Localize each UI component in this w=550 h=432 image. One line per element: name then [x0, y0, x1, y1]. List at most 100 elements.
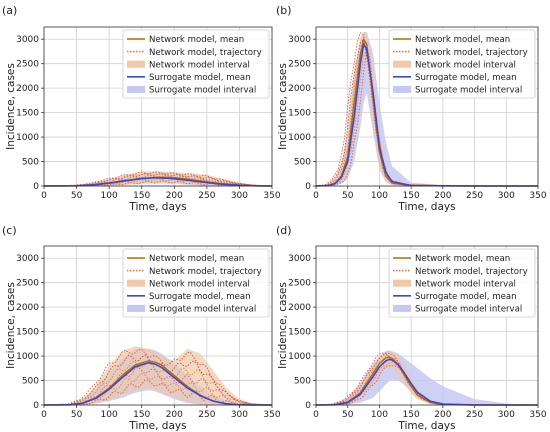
x-tick-label: 350: [529, 410, 546, 420]
y-tick-label: 2500: [288, 60, 311, 70]
surrogate-mean-line: [43, 176, 273, 187]
panel-c: (c) 0 50 100 150 200 250 300 350 0 500 1000 1500 2000…: [2, 224, 281, 432]
legend-swatch: [127, 304, 145, 312]
legend-entry: Network model, mean: [149, 35, 244, 45]
x-tick-label: 100: [371, 410, 388, 420]
x-tick-label: 350: [263, 410, 280, 420]
legend-entry: Network model, trajectory: [149, 267, 262, 277]
y-tick-label: 0: [305, 401, 311, 411]
panel-b: (b) 0 50 100 150 200 250 300 350 0 500 1000 1500 2000…: [276, 4, 547, 213]
x-tick-label: 250: [198, 410, 215, 420]
y-tick-label: 3000: [288, 35, 311, 45]
y-axis-label: Incidence, cases: [277, 63, 289, 150]
x-tick-label: 200: [434, 410, 451, 420]
y-tick-label: 2000: [16, 303, 39, 313]
x-tick-label: 0: [41, 191, 47, 201]
axes-frame: [315, 245, 539, 406]
y-axis-label: Incidence, cases: [277, 282, 289, 369]
y-tick-label: 500: [22, 158, 39, 168]
x-tick-label: 150: [403, 410, 420, 420]
network-trajectory-line: [44, 372, 272, 406]
x-tick-label: 300: [498, 191, 515, 201]
y-tick-label: 2500: [16, 279, 39, 289]
legend-entry: Network model, mean: [415, 254, 510, 264]
y-tick-label: 2500: [288, 279, 311, 289]
legend-entry: Network model interval: [149, 279, 250, 289]
x-tick-label: 100: [101, 191, 118, 201]
x-tick-label: 0: [313, 191, 319, 201]
y-tick-label: 2000: [288, 303, 311, 313]
y-tick-label: 500: [294, 377, 311, 387]
legend-swatch: [393, 85, 411, 93]
surrogate-mean-line: [315, 358, 538, 406]
x-tick-label: 150: [133, 410, 150, 420]
y-tick-label: 0: [305, 182, 311, 192]
y-tick-label: 1000: [288, 133, 311, 143]
x-tick-label: 300: [498, 410, 515, 420]
x-tick-label: 150: [133, 191, 150, 201]
legend-entry: Surrogate model interval: [149, 305, 256, 315]
x-tick-label: 150: [403, 191, 420, 201]
x-tick-label: 250: [198, 191, 215, 201]
axes-frame: [43, 245, 273, 406]
legend-box: [122, 29, 270, 99]
y-tick-label: 1000: [16, 352, 39, 362]
legend-swatch: [393, 304, 411, 312]
x-axis-label: Time, days: [128, 201, 186, 213]
surrogate-interval-band: [316, 350, 538, 405]
x-tick-label: 0: [41, 410, 47, 420]
network-trajectory-line: [44, 379, 272, 406]
network-interval-band: [316, 31, 538, 187]
legend: Network model, mean Network model, trajec…: [388, 29, 536, 99]
x-axis-label: Time, days: [397, 201, 455, 213]
legend-entry: Network model, trajectory: [415, 48, 528, 58]
legend-entry: Surrogate model interval: [149, 86, 256, 96]
x-tick-label: 350: [529, 191, 546, 201]
x-axis-label: Time, days: [128, 420, 186, 432]
legend-entry: Surrogate model interval: [415, 305, 522, 315]
y-tick-label: 1500: [288, 328, 311, 338]
y-tick-label: 1500: [16, 109, 39, 119]
x-axis-label: Time, days: [397, 420, 455, 432]
panel-a: (a) 0 50 100 150 200 250 300 350 0 500 1000 1500 2000…: [2, 4, 281, 213]
legend-swatch: [127, 60, 145, 68]
legend-entry: Surrogate model, mean: [415, 73, 517, 83]
legend-entry: Network model, mean: [149, 254, 244, 264]
y-tick-label: 3000: [288, 254, 311, 264]
axes-frame: [315, 26, 539, 187]
legend: Network model, mean Network model, trajec…: [388, 248, 536, 318]
legend-entry: Surrogate model, mean: [149, 292, 251, 302]
legend-entry: Network model, trajectory: [149, 48, 262, 58]
y-tick-label: 2000: [16, 84, 39, 94]
network-trajectory-line: [43, 348, 272, 406]
x-tick-label: 50: [342, 191, 354, 201]
panel-label: (b): [276, 4, 292, 17]
surrogate-mean-line: [43, 362, 272, 406]
network-trajectory-line: [43, 354, 273, 406]
legend-entry: Network model, trajectory: [415, 267, 528, 277]
legend-entry: Network model interval: [149, 60, 250, 70]
y-tick-label: 3000: [16, 254, 39, 264]
y-tick-label: 0: [33, 401, 39, 411]
legend-entry: Surrogate model interval: [415, 86, 522, 96]
y-axis-label: Incidence, cases: [5, 63, 17, 150]
legend-entry: Network model interval: [415, 279, 516, 289]
legend-box: [388, 29, 536, 99]
legend: Network model, mean Network model, trajec…: [122, 248, 270, 318]
axes-frame: [43, 26, 273, 187]
legend-entry: Network model, mean: [415, 35, 510, 45]
y-tick-label: 1000: [288, 352, 311, 362]
y-tick-label: 500: [294, 158, 311, 168]
legend-swatch: [393, 279, 411, 287]
x-tick-label: 50: [71, 410, 83, 420]
x-tick-label: 250: [466, 191, 483, 201]
legend-entry: Surrogate model, mean: [149, 73, 251, 83]
legend-entry: Network model interval: [415, 60, 516, 70]
y-tick-label: 2000: [288, 84, 311, 94]
x-tick-label: 300: [231, 191, 248, 201]
x-tick-label: 100: [101, 410, 118, 420]
panel-label: (a): [2, 4, 17, 17]
legend: Network model, mean Network model, trajec…: [122, 29, 270, 99]
panel-d: (d) 0 50 100 150 200 250 300 350 0 500 1000 1500 2000…: [276, 224, 547, 432]
